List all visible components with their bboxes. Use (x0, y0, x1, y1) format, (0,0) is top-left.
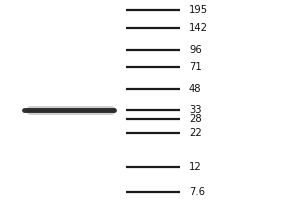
Text: 22: 22 (189, 128, 202, 138)
Text: 71: 71 (189, 62, 202, 72)
Text: 7.6: 7.6 (189, 187, 205, 197)
Text: 195: 195 (189, 5, 208, 15)
Text: 28: 28 (189, 114, 202, 124)
Text: 48: 48 (189, 84, 202, 94)
Text: 142: 142 (189, 23, 208, 33)
Text: 96: 96 (189, 45, 202, 55)
Text: 12: 12 (189, 162, 202, 172)
Text: 33: 33 (189, 105, 202, 115)
